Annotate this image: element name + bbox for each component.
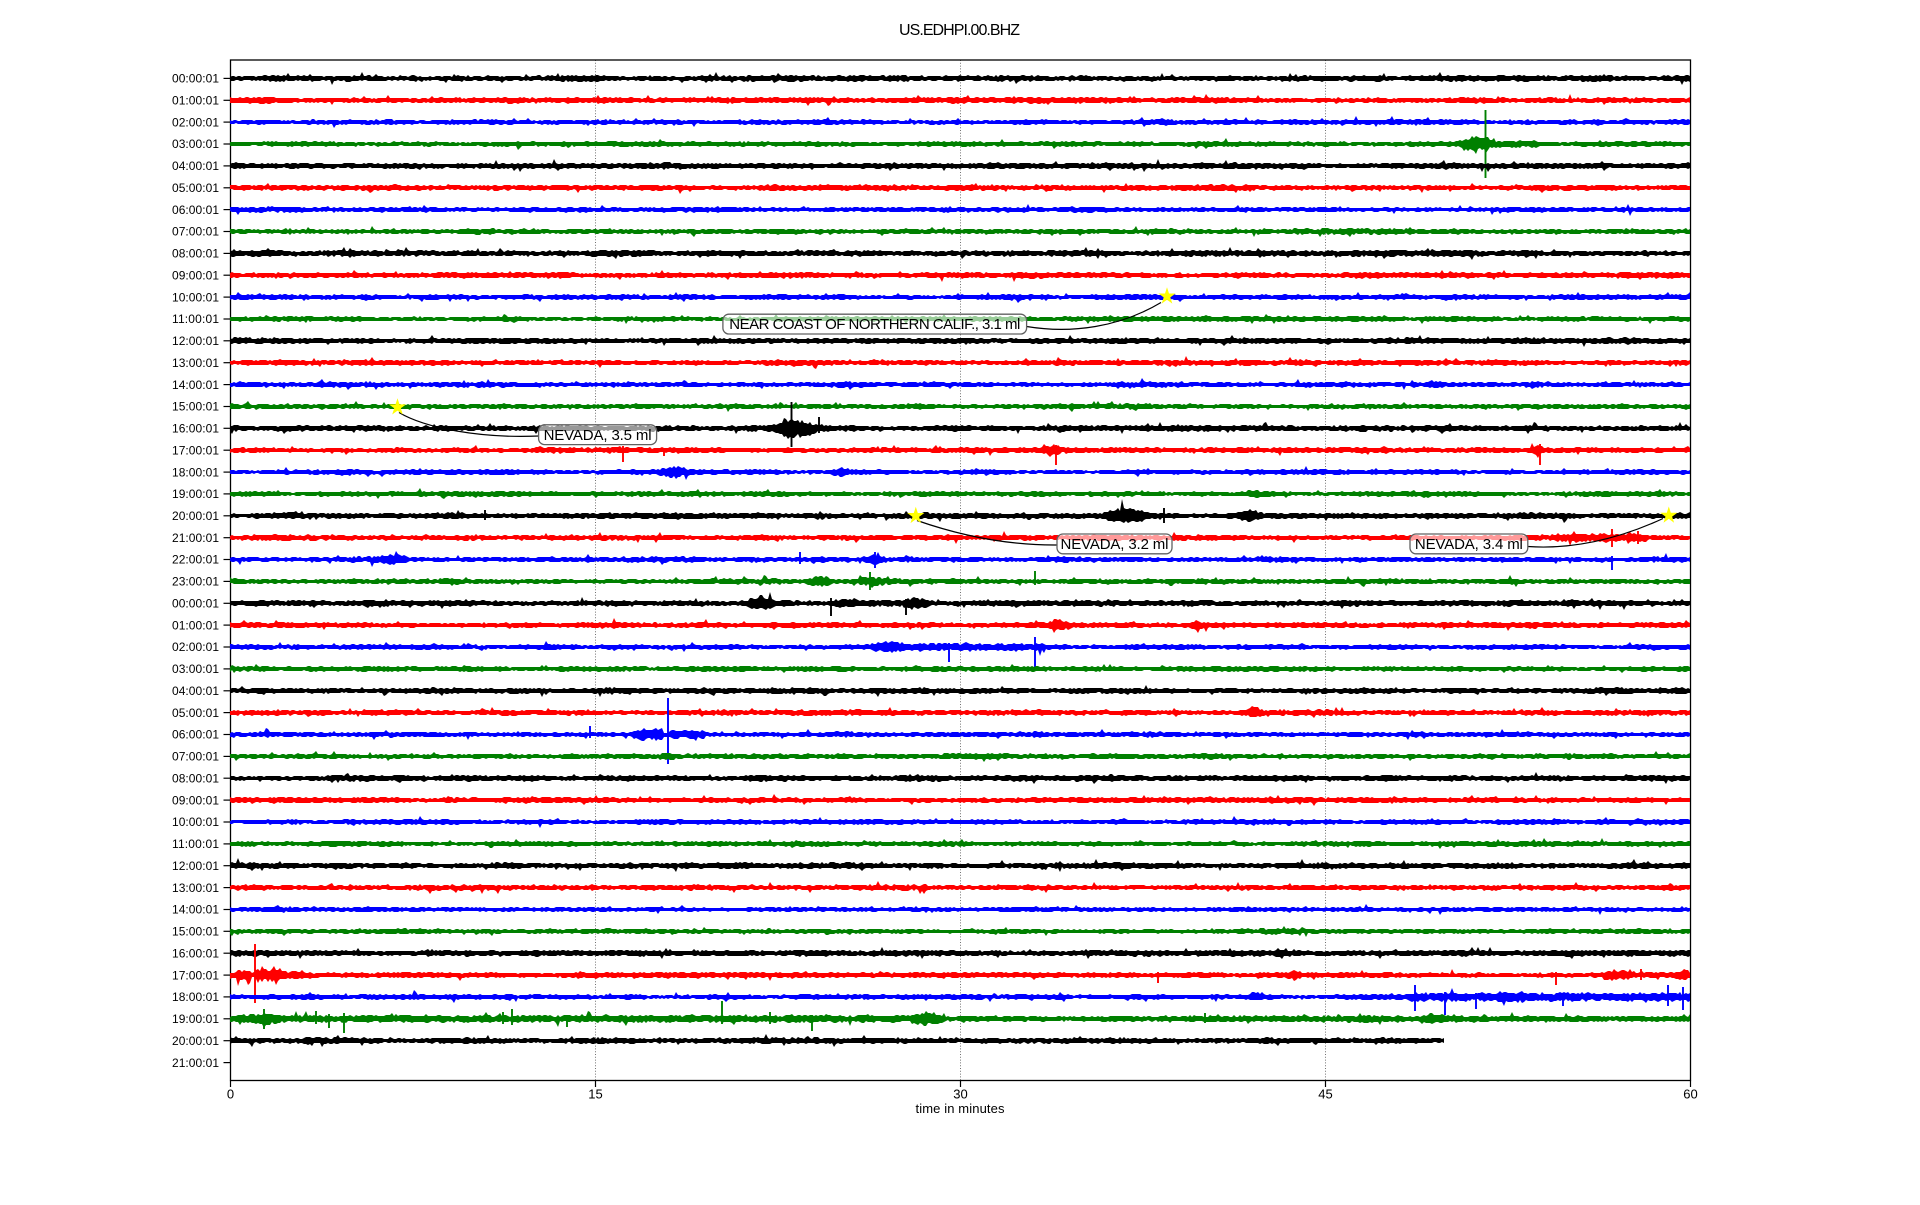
svg-text:00:00:01: 00:00:01 xyxy=(172,597,219,611)
svg-text:17:00:01: 17:00:01 xyxy=(172,443,219,457)
svg-text:time in minutes: time in minutes xyxy=(916,1101,1006,1116)
svg-text:14:00:01: 14:00:01 xyxy=(172,903,219,917)
svg-text:15: 15 xyxy=(588,1087,602,1102)
svg-text:07:00:01: 07:00:01 xyxy=(172,225,219,239)
svg-text:20:00:01: 20:00:01 xyxy=(172,509,219,523)
svg-text:15:00:01: 15:00:01 xyxy=(172,925,219,939)
svg-text:08:00:01: 08:00:01 xyxy=(172,771,219,785)
svg-text:11:00:01: 11:00:01 xyxy=(172,312,219,326)
svg-text:12:00:01: 12:00:01 xyxy=(172,334,219,348)
svg-text:08:00:01: 08:00:01 xyxy=(172,247,219,261)
svg-text:03:00:01: 03:00:01 xyxy=(172,137,219,151)
svg-text:NEAR COAST OF NORTHERN CALIF.,: NEAR COAST OF NORTHERN CALIF., 3.1 ml xyxy=(729,316,1020,333)
svg-text:02:00:01: 02:00:01 xyxy=(172,115,219,129)
svg-text:23:00:01: 23:00:01 xyxy=(172,575,219,589)
svg-text:07:00:01: 07:00:01 xyxy=(172,750,219,764)
svg-text:09:00:01: 09:00:01 xyxy=(172,268,219,282)
svg-text:04:00:01: 04:00:01 xyxy=(172,159,219,173)
svg-text:13:00:01: 13:00:01 xyxy=(172,356,219,370)
svg-text:04:00:01: 04:00:01 xyxy=(172,684,219,698)
svg-text:18:00:01: 18:00:01 xyxy=(172,990,219,1004)
svg-text:05:00:01: 05:00:01 xyxy=(172,706,219,720)
svg-text:19:00:01: 19:00:01 xyxy=(172,1012,219,1026)
svg-text:21:00:01: 21:00:01 xyxy=(172,1056,219,1070)
svg-text:03:00:01: 03:00:01 xyxy=(172,662,219,676)
svg-text:09:00:01: 09:00:01 xyxy=(172,793,219,807)
svg-text:10:00:01: 10:00:01 xyxy=(172,815,219,829)
svg-text:20:00:01: 20:00:01 xyxy=(172,1034,219,1048)
svg-text:0: 0 xyxy=(227,1087,234,1102)
svg-text:15:00:01: 15:00:01 xyxy=(172,400,219,414)
svg-text:13:00:01: 13:00:01 xyxy=(172,881,219,895)
svg-text:16:00:01: 16:00:01 xyxy=(172,946,219,960)
svg-text:14:00:01: 14:00:01 xyxy=(172,378,219,392)
svg-text:16:00:01: 16:00:01 xyxy=(172,422,219,436)
svg-text:01:00:01: 01:00:01 xyxy=(172,94,219,108)
svg-text:17:00:01: 17:00:01 xyxy=(172,968,219,982)
svg-text:01:00:01: 01:00:01 xyxy=(172,618,219,632)
svg-text:US.EDHPI.00.BHZ: US.EDHPI.00.BHZ xyxy=(899,22,1020,39)
svg-text:NEVADA, 3.5 ml: NEVADA, 3.5 ml xyxy=(544,427,652,444)
svg-text:06:00:01: 06:00:01 xyxy=(172,728,219,742)
svg-text:11:00:01: 11:00:01 xyxy=(172,837,219,851)
svg-text:21:00:01: 21:00:01 xyxy=(172,531,219,545)
svg-text:45: 45 xyxy=(1318,1087,1332,1102)
svg-text:NEVADA, 3.2 ml: NEVADA, 3.2 ml xyxy=(1061,536,1169,553)
svg-text:06:00:01: 06:00:01 xyxy=(172,203,219,217)
svg-text:19:00:01: 19:00:01 xyxy=(172,487,219,501)
svg-text:18:00:01: 18:00:01 xyxy=(172,465,219,479)
svg-text:30: 30 xyxy=(953,1087,967,1102)
svg-text:60: 60 xyxy=(1683,1087,1697,1102)
svg-text:22:00:01: 22:00:01 xyxy=(172,553,219,567)
svg-text:12:00:01: 12:00:01 xyxy=(172,859,219,873)
svg-text:10:00:01: 10:00:01 xyxy=(172,290,219,304)
svg-text:02:00:01: 02:00:01 xyxy=(172,640,219,654)
svg-text:NEVADA, 3.4 ml: NEVADA, 3.4 ml xyxy=(1415,536,1523,553)
svg-text:05:00:01: 05:00:01 xyxy=(172,181,219,195)
svg-text:00:00:01: 00:00:01 xyxy=(172,72,219,86)
